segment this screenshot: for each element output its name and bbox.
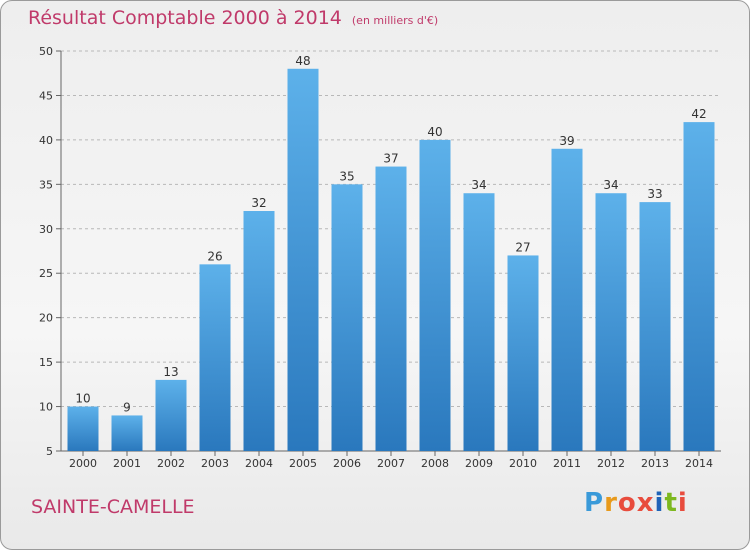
y-tick-label: 25 — [39, 267, 53, 280]
bar-2004 — [243, 211, 275, 451]
x-tick-label-2003: 2003 — [201, 457, 229, 470]
x-tick-label-2004: 2004 — [245, 457, 273, 470]
y-tick-label: 20 — [39, 312, 53, 325]
x-tick-label-2001: 2001 — [113, 457, 141, 470]
data-label-2002: 13 — [163, 365, 178, 379]
data-label-2000: 10 — [75, 392, 90, 406]
y-tick-label: 5 — [46, 445, 53, 458]
logo-letter: P — [584, 488, 605, 518]
data-label-2011: 39 — [559, 134, 574, 148]
data-label-2009: 34 — [471, 178, 486, 192]
bar-2003 — [199, 264, 231, 451]
x-tick-label-2014: 2014 — [685, 457, 713, 470]
logo-letter: r — [604, 488, 618, 518]
data-label-2005: 48 — [295, 54, 310, 68]
title-unit: (en milliers d'€) — [351, 14, 439, 27]
bars: 10 9 13 26 32 48 35 37 40 34 27 39 34 33 42 — [67, 54, 715, 452]
data-label-2004: 32 — [251, 196, 266, 210]
y-tick-label: 50 — [39, 45, 53, 58]
bar-2008 — [419, 139, 451, 451]
x-tick-label-2005: 2005 — [289, 457, 317, 470]
bar-2002 — [155, 379, 187, 451]
x-tick-label-2006: 2006 — [333, 457, 361, 470]
data-label-2006: 35 — [339, 169, 354, 183]
data-label-2010: 27 — [515, 240, 530, 254]
data-label-2008: 40 — [427, 125, 442, 139]
bar-2007 — [375, 166, 407, 452]
logo-letter: t — [664, 488, 678, 518]
x-tick-label-2013: 2013 — [641, 457, 669, 470]
x-tick-label-2007: 2007 — [377, 457, 405, 470]
data-label-2012: 34 — [603, 178, 618, 192]
bar-2009 — [463, 193, 495, 451]
bar-2005 — [287, 68, 319, 452]
data-label-2007: 37 — [383, 152, 398, 166]
commune-name: SAINTE-CAMELLE — [31, 496, 195, 518]
logo-letter: i — [654, 488, 665, 518]
bar-2011 — [551, 148, 583, 451]
y-tick-label: 10 — [39, 401, 53, 414]
data-label-2003: 26 — [207, 249, 222, 263]
y-tick-label: 35 — [39, 178, 53, 191]
x-tick-label-2002: 2002 — [157, 457, 185, 470]
bar-2006 — [331, 184, 363, 452]
bar-2001 — [111, 415, 143, 451]
data-label-2013: 33 — [647, 187, 662, 201]
y-tick-label: 15 — [39, 356, 53, 369]
logo-letter: i — [677, 488, 688, 518]
logo-letter: o — [617, 488, 637, 518]
bar-2012 — [595, 193, 627, 451]
y-tick-label: 45 — [39, 89, 53, 102]
chart-title: Résultat Comptable 2000 à 2014 (en millie… — [28, 7, 438, 29]
bar-2013 — [639, 202, 671, 451]
x-tick-label-2000: 2000 — [69, 457, 97, 470]
proxiti-logo: Proxiti — [584, 488, 688, 518]
x-tick-label-2012: 2012 — [597, 457, 625, 470]
data-label-2014: 42 — [691, 107, 706, 121]
title-main: Résultat Comptable 2000 à 2014 — [28, 7, 342, 29]
x-tick-label-2009: 2009 — [465, 457, 493, 470]
y-tick-label: 30 — [39, 223, 53, 236]
bar-2010 — [507, 255, 539, 451]
x-tick-label-2010: 2010 — [509, 457, 537, 470]
x-tick-label-2008: 2008 — [421, 457, 449, 470]
x-tick-label-2011: 2011 — [553, 457, 581, 470]
bar-2000 — [67, 406, 99, 451]
data-label-2001: 9 — [123, 400, 131, 414]
y-tick-label: 40 — [39, 134, 53, 147]
bar-2014 — [683, 122, 715, 451]
logo-letter: x — [636, 488, 655, 518]
